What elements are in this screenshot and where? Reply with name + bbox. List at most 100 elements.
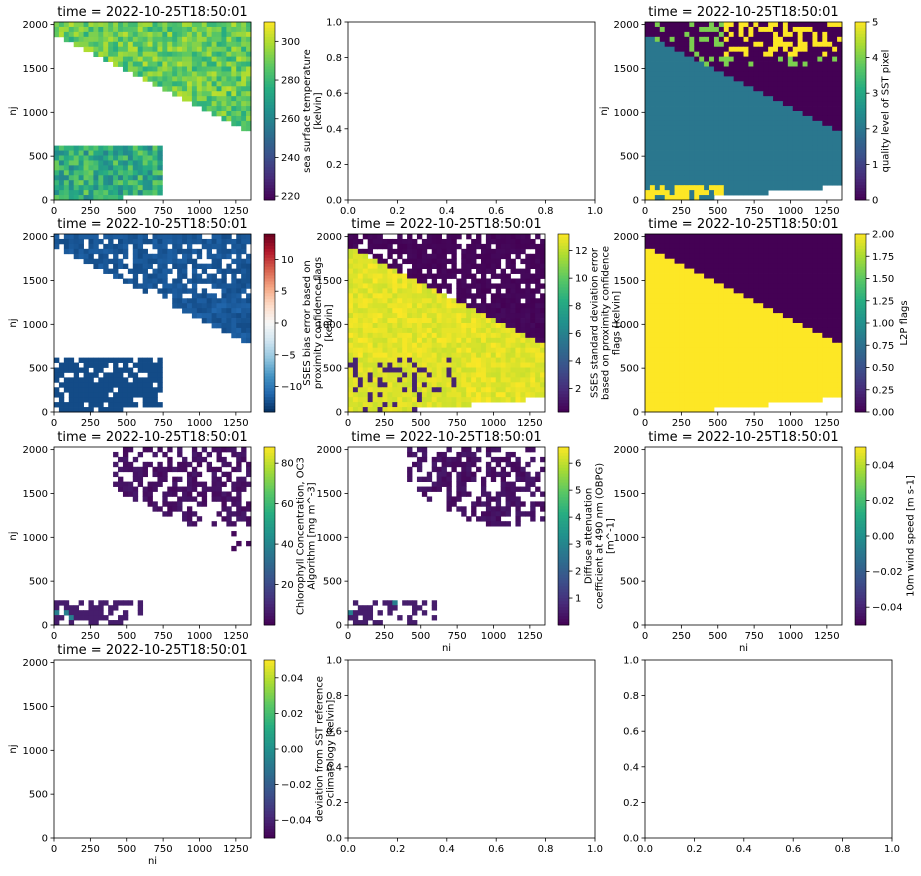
heatmap-cell	[182, 46, 188, 53]
heatmap-cell	[54, 392, 60, 398]
heatmap-cell	[73, 160, 80, 166]
heatmap-cell	[382, 313, 388, 319]
heatmap-cell	[699, 150, 705, 156]
heatmap-cell	[431, 248, 438, 255]
heatmap-cell	[674, 185, 680, 191]
heatmap-cell	[191, 61, 198, 67]
heatmap-cell	[480, 323, 487, 329]
heatmap-cell	[699, 66, 705, 72]
heatmap-cell	[753, 253, 759, 260]
heatmap-cell	[645, 125, 651, 132]
heatmap-cell	[98, 382, 104, 388]
heatmap-cell	[768, 238, 774, 245]
heatmap-cell	[118, 165, 124, 171]
heatmap-cell	[689, 268, 695, 274]
heatmap-cell	[753, 263, 759, 270]
heatmap-cell	[471, 367, 477, 373]
heatmap-cell	[505, 278, 511, 284]
heatmap-cell	[367, 392, 374, 398]
heatmap-cell	[758, 248, 764, 255]
heatmap-cell	[441, 387, 447, 393]
heatmap-cell	[416, 288, 423, 294]
heatmap-cell	[108, 234, 114, 240]
heatmap-cell	[704, 268, 710, 274]
colorbar-segment	[264, 311, 275, 315]
heatmap-cell	[367, 367, 374, 373]
heatmap-cell	[421, 243, 428, 250]
heatmap-cell	[441, 327, 447, 334]
colorbar-segment	[264, 409, 275, 413]
heatmap-cell	[797, 175, 803, 181]
heatmap-cell	[387, 298, 393, 304]
heatmap-cell	[407, 397, 413, 403]
heatmap-cell	[704, 71, 710, 77]
heatmap-cell	[201, 313, 208, 319]
heatmap-cell	[822, 61, 828, 67]
colorbar-label: SSES bias error based on	[302, 260, 313, 385]
heatmap-cell	[142, 185, 148, 191]
heatmap-cell	[480, 362, 487, 368]
heatmap-cell	[221, 111, 227, 117]
heatmap-cell	[743, 248, 749, 255]
heatmap-cell	[206, 308, 212, 314]
heatmap-cell	[792, 185, 799, 191]
heatmap-cell	[763, 135, 769, 142]
heatmap-cell	[787, 41, 794, 48]
heatmap-cell	[231, 313, 237, 319]
heatmap-cell	[807, 155, 813, 161]
heatmap-cell	[451, 263, 457, 270]
heatmap-cell	[694, 160, 700, 166]
heatmap-cell	[704, 248, 710, 255]
colorbar-segment	[855, 111, 866, 115]
colorbar-segment	[264, 391, 275, 395]
heatmap-cell	[674, 56, 680, 62]
heatmap-cell	[525, 273, 531, 279]
heatmap-cell	[495, 382, 502, 388]
heatmap-cell	[182, 22, 188, 28]
heatmap-cell	[689, 190, 695, 196]
heatmap-cell	[431, 303, 438, 309]
heatmap-cell	[177, 71, 183, 77]
heatmap-cell	[669, 81, 675, 87]
heatmap-cell	[763, 115, 769, 122]
heatmap-cell	[674, 253, 680, 260]
colorbar-segment	[264, 194, 275, 198]
heatmap-cell	[659, 248, 666, 255]
colorbar-segment	[855, 22, 866, 26]
heatmap-cell	[93, 392, 99, 398]
heatmap-cell	[118, 145, 124, 151]
heatmap-cell	[246, 125, 252, 132]
heatmap-cell	[500, 253, 506, 260]
heatmap-cell	[466, 323, 472, 329]
heatmap-cell	[500, 372, 506, 378]
heatmap-cell	[733, 145, 739, 151]
heatmap-cell	[748, 175, 754, 181]
heatmap-cell	[352, 372, 359, 378]
heatmap-cell	[157, 165, 163, 171]
heatmap-cell	[122, 392, 129, 398]
heatmap-cell	[157, 238, 163, 245]
heatmap-cell	[797, 26, 803, 33]
heatmap-cell	[83, 362, 89, 368]
heatmap-cell	[352, 323, 359, 329]
heatmap-cell	[201, 293, 208, 299]
heatmap-cell	[68, 31, 75, 38]
heatmap-cell	[436, 313, 442, 319]
heatmap-cell	[807, 51, 813, 58]
heatmap-cell	[118, 263, 124, 270]
heatmap-cell	[147, 402, 153, 408]
heatmap-cell	[664, 170, 671, 176]
heatmap-cell	[649, 101, 656, 107]
heatmap-cell	[441, 367, 447, 373]
heatmap-cell	[645, 180, 651, 186]
heatmap-cell	[73, 175, 80, 181]
heatmap-cell	[525, 342, 531, 349]
heatmap-cell	[654, 66, 661, 72]
heatmap-cell	[530, 337, 536, 344]
heatmap-cell	[802, 273, 808, 279]
heatmap-cell	[113, 31, 119, 38]
heatmap-cell	[713, 130, 720, 137]
heatmap-cell	[738, 238, 744, 245]
heatmap-cell	[520, 372, 526, 378]
y-tick-label: 500	[29, 152, 48, 163]
